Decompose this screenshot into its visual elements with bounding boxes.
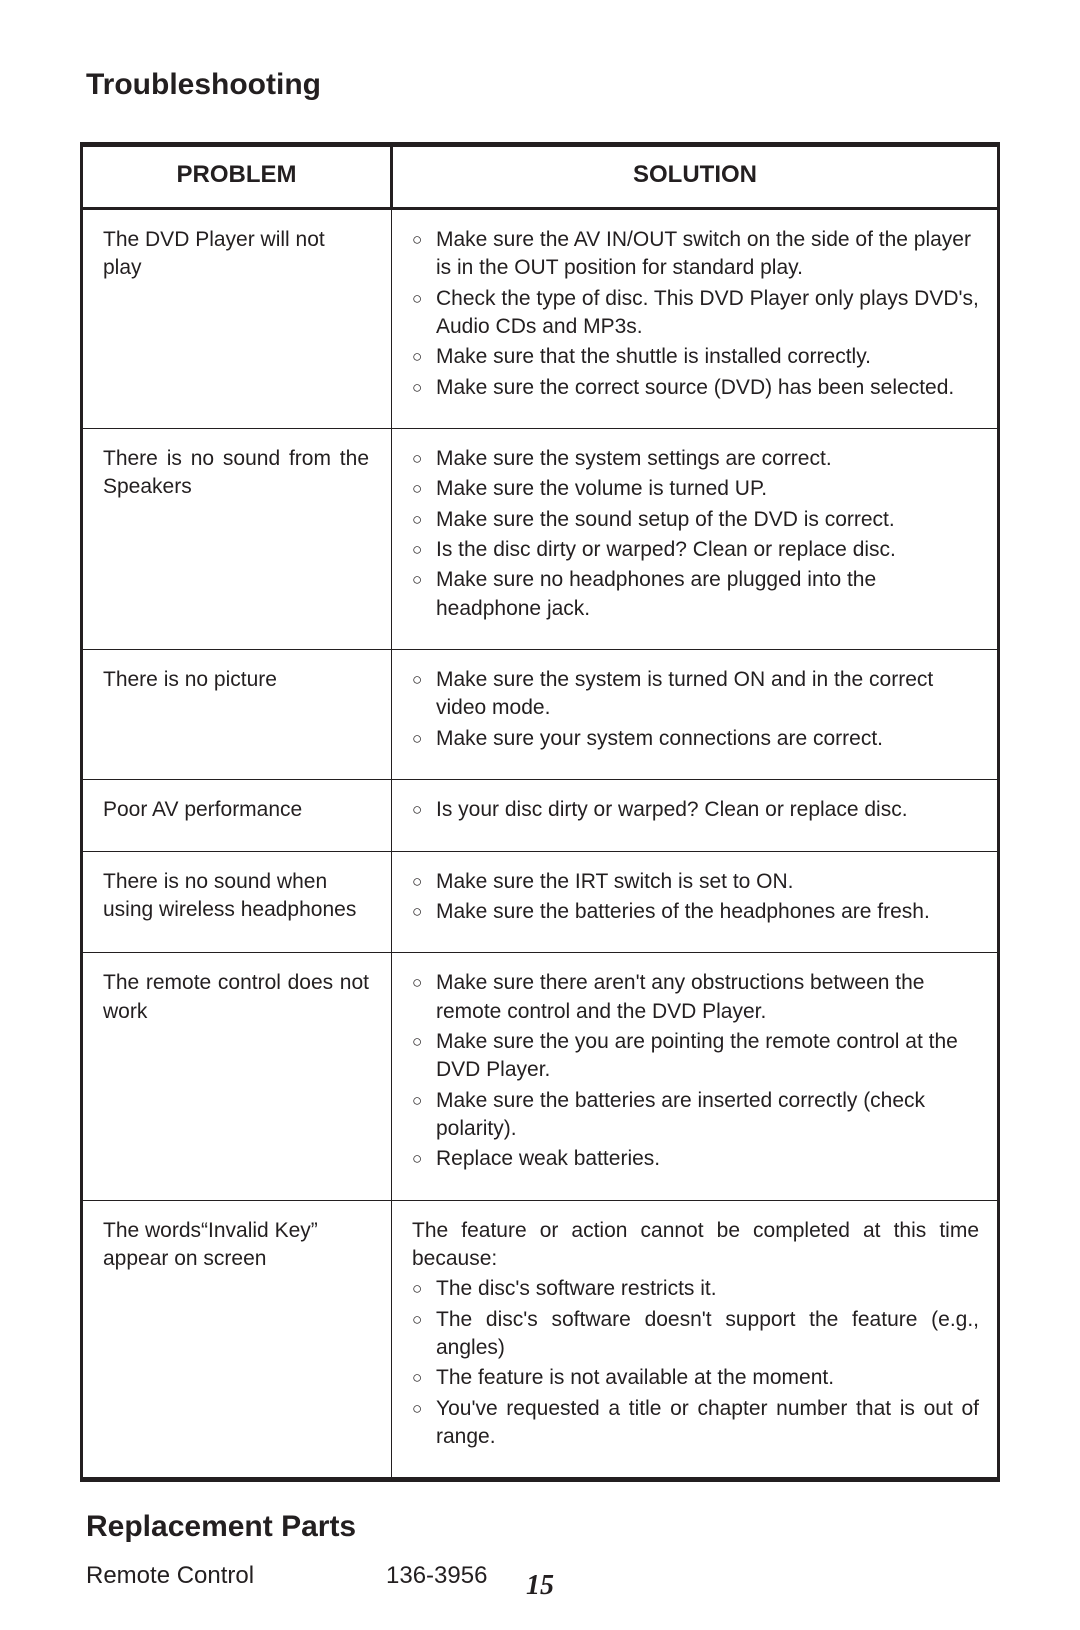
table-row: Poor AV performance Is your disc dirty or… (82, 780, 999, 851)
troubleshooting-table: PROBLEM SOLUTION The DVD Player will not… (80, 142, 1000, 1482)
solution-item: Make sure no headphones are plugged into… (412, 566, 979, 623)
solution-item: Make sure the batteries are inserted cor… (412, 1087, 979, 1144)
solution-item: Is the disc dirty or warped? Clean or re… (412, 536, 979, 564)
solution-list: Make sure the system is turned ON and in… (412, 666, 979, 753)
problem-cell: The words“Invalid Key” appear on screen (82, 1200, 392, 1480)
solution-item: Check the type of disc. This DVD Player … (412, 285, 979, 342)
solution-item: Make sure the system settings are correc… (412, 445, 979, 473)
solution-lead: The feature or action cannot be complete… (412, 1217, 979, 1274)
solution-item: Make sure there aren't any obstructions … (412, 969, 979, 1026)
solution-item: Make sure the volume is turned UP. (412, 475, 979, 503)
table-row: There is no sound when using wireless he… (82, 851, 999, 953)
table-row: The remote control does not work Make sur… (82, 953, 999, 1200)
replacement-parts-heading: Replacement Parts (86, 1510, 1000, 1544)
problem-cell: There is no sound when using wireless he… (82, 851, 392, 953)
solution-list: Make sure there aren't any obstructions … (412, 969, 979, 1173)
solution-item: Make sure the batteries of the headphone… (412, 898, 979, 926)
solution-item: Make sure the AV IN/OUT switch on the si… (412, 226, 979, 283)
solution-item: Make sure the IRT switch is set to ON. (412, 868, 979, 896)
problem-cell: There is no picture (82, 650, 392, 780)
problem-cell: The remote control does not work (82, 953, 392, 1200)
table-row: There is no picture Make sure the system … (82, 650, 999, 780)
table-row: The words“Invalid Key” appear on screenT… (82, 1200, 999, 1480)
header-solution: SOLUTION (392, 145, 999, 209)
table-header-row: PROBLEM SOLUTION (82, 145, 999, 209)
solution-cell: Make sure the system is turned ON and in… (392, 650, 999, 780)
solution-item: Make sure that the shuttle is installed … (412, 343, 979, 371)
solution-list: The disc's software restricts it. The dis… (412, 1275, 979, 1451)
problem-cell: Poor AV performance (82, 780, 392, 851)
troubleshooting-heading: Troubleshooting (86, 68, 1000, 102)
page-number: 15 (0, 1570, 1080, 1602)
solution-item: Make sure the system is turned ON and in… (412, 666, 979, 723)
header-problem: PROBLEM (82, 145, 392, 209)
solution-cell: Make sure there aren't any obstructions … (392, 953, 999, 1200)
problem-cell: The DVD Player will not play (82, 209, 392, 429)
solution-list: Make sure the IRT switch is set to ON.Ma… (412, 868, 979, 927)
solution-item: Replace weak batteries. (412, 1145, 979, 1173)
solution-item: Make sure the correct source (DVD) has b… (412, 374, 979, 402)
solution-cell: The feature or action cannot be complete… (392, 1200, 999, 1480)
solution-item: Make sure your system connections are co… (412, 725, 979, 753)
solution-list: Make sure the AV IN/OUT switch on the si… (412, 226, 979, 402)
table-row: The DVD Player will not play Make sure th… (82, 209, 999, 429)
solution-item: Make sure the sound setup of the DVD is … (412, 506, 979, 534)
problem-cell: There is no sound from the Speakers (82, 429, 392, 650)
table-row: There is no sound from the Speakers Make … (82, 429, 999, 650)
solution-item: Is your disc dirty or warped? Clean or r… (412, 796, 979, 824)
solution-list: Is your disc dirty or warped? Clean or r… (412, 796, 979, 824)
solution-item: The disc's software restricts it. (412, 1275, 979, 1303)
solution-list: Make sure the system settings are correc… (412, 445, 979, 623)
solution-cell: Make sure the IRT switch is set to ON.Ma… (392, 851, 999, 953)
solution-cell: Make sure the AV IN/OUT switch on the si… (392, 209, 999, 429)
solution-item: The disc's software doesn't support the … (412, 1306, 979, 1363)
solution-cell: Make sure the system settings are correc… (392, 429, 999, 650)
solution-item: The feature is not available at the mome… (412, 1364, 979, 1392)
solution-item: Make sure the you are pointing the remot… (412, 1028, 979, 1085)
solution-item: You've requested a title or chapter numb… (412, 1395, 979, 1452)
solution-cell: Is your disc dirty or warped? Clean or r… (392, 780, 999, 851)
manual-page: Troubleshooting PROBLEM SOLUTION The DVD… (0, 0, 1080, 1630)
